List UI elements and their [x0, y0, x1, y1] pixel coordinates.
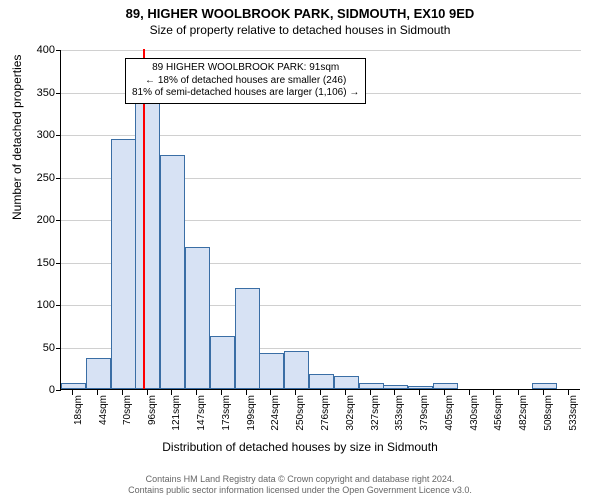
- x-tick-label: 482sqm: [518, 395, 529, 445]
- x-tick-label: 379sqm: [419, 395, 430, 445]
- footer-credits: Contains HM Land Registry data © Crown c…: [0, 474, 600, 496]
- annotation-line: 89 HIGHER WOOLBROOK PARK: 91sqm: [132, 62, 359, 75]
- annotation-line: ← 18% of detached houses are smaller (24…: [132, 75, 359, 88]
- x-tick-label: 18sqm: [73, 395, 84, 445]
- x-tick-label: 121sqm: [171, 395, 182, 445]
- y-tick-label: 300: [25, 129, 55, 141]
- x-tick-label: 224sqm: [270, 395, 281, 445]
- histogram-bar: [259, 353, 284, 389]
- y-tick-label: 150: [25, 257, 55, 269]
- x-tick-label: 276sqm: [320, 395, 331, 445]
- histogram-bar: [359, 383, 384, 389]
- x-tick-label: 44sqm: [98, 395, 109, 445]
- x-tick-label: 250sqm: [295, 395, 306, 445]
- x-tick-label: 173sqm: [221, 395, 232, 445]
- x-tick-label: 405sqm: [444, 395, 455, 445]
- footer-line: Contains public sector information licen…: [0, 485, 600, 496]
- y-tick-label: 350: [25, 87, 55, 99]
- histogram-bar: [86, 358, 111, 389]
- histogram-bar: [334, 376, 359, 389]
- histogram-bar: [210, 336, 235, 389]
- y-tick-mark: [56, 135, 61, 136]
- x-tick-label: 70sqm: [122, 395, 133, 445]
- histogram-bar: [383, 385, 408, 389]
- plot-area: 89 HIGHER WOOLBROOK PARK: 91sqm ← 18% of…: [60, 50, 580, 390]
- y-tick-mark: [56, 305, 61, 306]
- y-tick-mark: [56, 178, 61, 179]
- y-tick-label: 200: [25, 214, 55, 226]
- histogram-bar: [111, 139, 136, 389]
- chart-title: 89, HIGHER WOOLBROOK PARK, SIDMOUTH, EX1…: [0, 0, 600, 21]
- x-tick-label: 302sqm: [345, 395, 356, 445]
- x-tick-label: 430sqm: [469, 395, 480, 445]
- y-tick-mark: [56, 348, 61, 349]
- x-tick-label: 456sqm: [493, 395, 504, 445]
- chart-subtitle: Size of property relative to detached ho…: [0, 21, 600, 37]
- x-tick-label: 353sqm: [394, 395, 405, 445]
- chart-container: 89, HIGHER WOOLBROOK PARK, SIDMOUTH, EX1…: [0, 0, 600, 500]
- y-tick-mark: [56, 220, 61, 221]
- x-tick-label: 199sqm: [246, 395, 257, 445]
- y-axis-label: Number of detached properties: [10, 55, 24, 220]
- histogram-bar: [135, 100, 160, 389]
- y-tick-label: 50: [25, 342, 55, 354]
- y-tick-label: 100: [25, 299, 55, 311]
- histogram-bar: [433, 383, 458, 389]
- x-tick-label: 147sqm: [196, 395, 207, 445]
- y-tick-label: 400: [25, 44, 55, 56]
- y-tick-label: 250: [25, 172, 55, 184]
- y-tick-mark: [56, 390, 61, 391]
- histogram-bar: [160, 155, 185, 389]
- x-tick-label: 96sqm: [147, 395, 158, 445]
- histogram-bar: [185, 247, 210, 389]
- histogram-bar: [408, 386, 433, 389]
- x-tick-label: 508sqm: [543, 395, 554, 445]
- footer-line: Contains HM Land Registry data © Crown c…: [0, 474, 600, 485]
- x-tick-label: 327sqm: [370, 395, 381, 445]
- x-tick-label: 533sqm: [568, 395, 579, 445]
- histogram-bar: [532, 383, 557, 389]
- annotation-box: 89 HIGHER WOOLBROOK PARK: 91sqm ← 18% of…: [125, 58, 366, 104]
- histogram-bar: [309, 374, 334, 389]
- histogram-bar: [61, 383, 86, 389]
- histogram-bar: [235, 288, 260, 389]
- y-tick-mark: [56, 50, 61, 51]
- histogram-bar: [284, 351, 309, 389]
- y-tick-label: 0: [25, 384, 55, 396]
- y-tick-mark: [56, 93, 61, 94]
- y-tick-mark: [56, 263, 61, 264]
- x-axis-label: Distribution of detached houses by size …: [0, 440, 600, 454]
- gridline: [61, 50, 581, 51]
- annotation-line: 81% of semi-detached houses are larger (…: [132, 87, 359, 100]
